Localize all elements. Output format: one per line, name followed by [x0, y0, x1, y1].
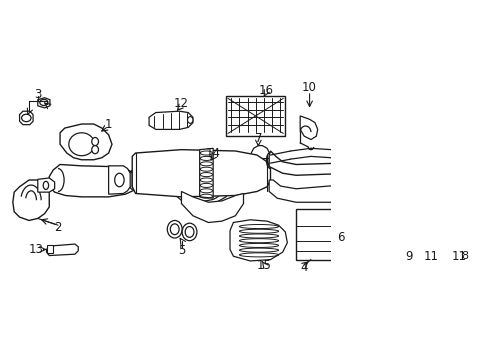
Polygon shape	[268, 180, 351, 202]
Ellipse shape	[187, 117, 193, 123]
Ellipse shape	[334, 214, 341, 223]
Ellipse shape	[456, 188, 471, 203]
Bar	[225, 96, 285, 136]
Polygon shape	[20, 111, 33, 125]
Ellipse shape	[422, 157, 434, 169]
Ellipse shape	[92, 138, 98, 145]
Ellipse shape	[177, 174, 185, 186]
Polygon shape	[177, 182, 229, 204]
Polygon shape	[64, 131, 98, 156]
Text: 4: 4	[300, 261, 307, 274]
Text: 8: 8	[460, 251, 468, 261]
Bar	[46, 245, 53, 253]
Polygon shape	[132, 150, 270, 197]
Polygon shape	[181, 192, 243, 222]
Text: 2: 2	[54, 221, 61, 234]
Bar	[296, 209, 332, 260]
Polygon shape	[176, 162, 229, 188]
Polygon shape	[108, 166, 130, 194]
Polygon shape	[347, 111, 428, 189]
Ellipse shape	[21, 114, 31, 122]
Polygon shape	[149, 111, 193, 129]
Ellipse shape	[170, 224, 179, 235]
Text: 11: 11	[423, 250, 438, 263]
Ellipse shape	[167, 220, 182, 238]
Text: 3: 3	[34, 88, 41, 101]
Text: 11: 11	[451, 250, 466, 263]
Polygon shape	[38, 98, 50, 108]
Ellipse shape	[429, 188, 444, 203]
Ellipse shape	[76, 135, 87, 148]
Bar	[411, 193, 424, 244]
Ellipse shape	[115, 173, 124, 187]
Text: 13: 13	[28, 243, 43, 256]
Ellipse shape	[135, 174, 142, 186]
Polygon shape	[226, 97, 284, 135]
Polygon shape	[46, 244, 78, 256]
Polygon shape	[199, 148, 213, 198]
Polygon shape	[38, 178, 55, 192]
Ellipse shape	[92, 145, 98, 154]
Ellipse shape	[432, 191, 442, 200]
Text: 6: 6	[337, 231, 345, 244]
Text: 7: 7	[254, 132, 262, 145]
Polygon shape	[250, 145, 270, 168]
Polygon shape	[132, 168, 186, 192]
Ellipse shape	[185, 226, 194, 237]
Ellipse shape	[182, 223, 197, 241]
Text: 5: 5	[178, 244, 185, 257]
Ellipse shape	[422, 129, 434, 141]
Ellipse shape	[43, 181, 48, 189]
Ellipse shape	[343, 114, 355, 185]
Polygon shape	[60, 124, 112, 160]
Ellipse shape	[331, 211, 343, 226]
Bar	[450, 158, 460, 190]
Polygon shape	[229, 220, 287, 261]
Text: 16: 16	[258, 84, 273, 97]
Polygon shape	[13, 180, 49, 220]
Polygon shape	[268, 123, 351, 175]
Ellipse shape	[459, 191, 468, 200]
Ellipse shape	[40, 99, 48, 105]
Text: 14: 14	[205, 147, 220, 160]
Polygon shape	[300, 116, 317, 140]
Ellipse shape	[420, 114, 432, 185]
Text: 12: 12	[173, 97, 188, 110]
Text: 15: 15	[256, 259, 271, 272]
Text: 10: 10	[302, 81, 316, 94]
Polygon shape	[49, 165, 135, 197]
Polygon shape	[258, 168, 262, 179]
Text: 1: 1	[104, 117, 112, 131]
Text: 9: 9	[404, 250, 412, 263]
